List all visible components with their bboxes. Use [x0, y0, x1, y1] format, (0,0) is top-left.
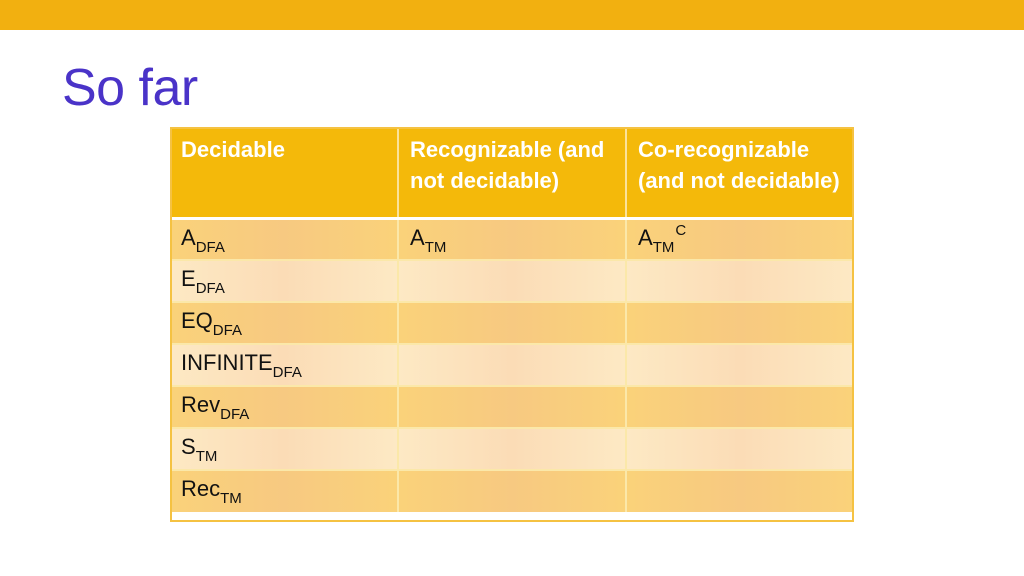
cell-co-recognizable: ATMC	[626, 218, 854, 261]
table-body: ADFA ATM ATMC EDFA EQDFA INFINITEDFA RevDFA STM…	[170, 218, 854, 512]
cell-co-recognizable	[626, 386, 854, 429]
language-subscript: TM	[195, 448, 218, 465]
language-name: S	[181, 434, 196, 459]
table-row: EDFA	[170, 260, 854, 303]
cell-decidable: RecTM	[170, 470, 399, 512]
header-recognizable: Recognizable (and not decidable)	[398, 127, 627, 220]
table-header-row: Decidable Recognizable (and not decidabl…	[170, 127, 854, 220]
language-name: A	[638, 224, 653, 250]
cell-decidable: RevDFA	[170, 386, 399, 429]
cell-recognizable	[398, 302, 627, 345]
cell-co-recognizable	[626, 470, 854, 512]
cell-recognizable	[398, 260, 627, 303]
language-subscript: TM	[220, 490, 242, 507]
cell-decidable: INFINITEDFA	[170, 344, 399, 387]
table-row: INFINITEDFA	[170, 344, 854, 387]
language-subscript: DFA	[195, 238, 225, 256]
language-subscript: TM	[652, 238, 675, 256]
language-name: INFINITE	[181, 350, 273, 375]
language-subscript: DFA	[195, 280, 225, 297]
language-subscript: DFA	[212, 322, 242, 339]
language-name: Rev	[181, 392, 221, 417]
table-row: RecTM	[170, 470, 854, 512]
cell-co-recognizable	[626, 302, 854, 345]
header-co-recognizable: Co-recognizable (and not decidable)	[626, 127, 854, 220]
slide-title: So far	[62, 59, 198, 117]
cell-decidable: EDFA	[170, 260, 399, 303]
cell-recognizable	[398, 386, 627, 429]
language-name: E	[181, 266, 196, 291]
language-name: EQ	[181, 308, 213, 333]
table-row: STM	[170, 428, 854, 471]
cell-decidable: STM	[170, 428, 399, 471]
language-subscript: DFA	[272, 364, 302, 381]
cell-co-recognizable	[626, 260, 854, 303]
language-name: Rec	[181, 476, 221, 501]
table-row: EQDFA	[170, 302, 854, 345]
cell-decidable: ADFA	[170, 218, 399, 261]
table-row: ADFA ATM ATMC	[170, 218, 854, 261]
header-decidable: Decidable	[170, 127, 399, 220]
cell-recognizable: ATM	[398, 218, 627, 261]
table-row: RevDFA	[170, 386, 854, 429]
decidability-table: Decidable Recognizable (and not decidabl…	[170, 127, 854, 512]
cell-recognizable	[398, 470, 627, 512]
cell-co-recognizable	[626, 344, 854, 387]
language-name: A	[181, 224, 196, 250]
cell-decidable: EQDFA	[170, 302, 399, 345]
top-accent-bar	[0, 0, 1024, 30]
language-name: A	[410, 224, 425, 250]
complement-superscript: C	[675, 221, 687, 239]
cell-recognizable	[398, 428, 627, 471]
cell-co-recognizable	[626, 428, 854, 471]
cell-recognizable	[398, 344, 627, 387]
language-subscript: DFA	[220, 406, 250, 423]
language-subscript: TM	[424, 238, 447, 256]
